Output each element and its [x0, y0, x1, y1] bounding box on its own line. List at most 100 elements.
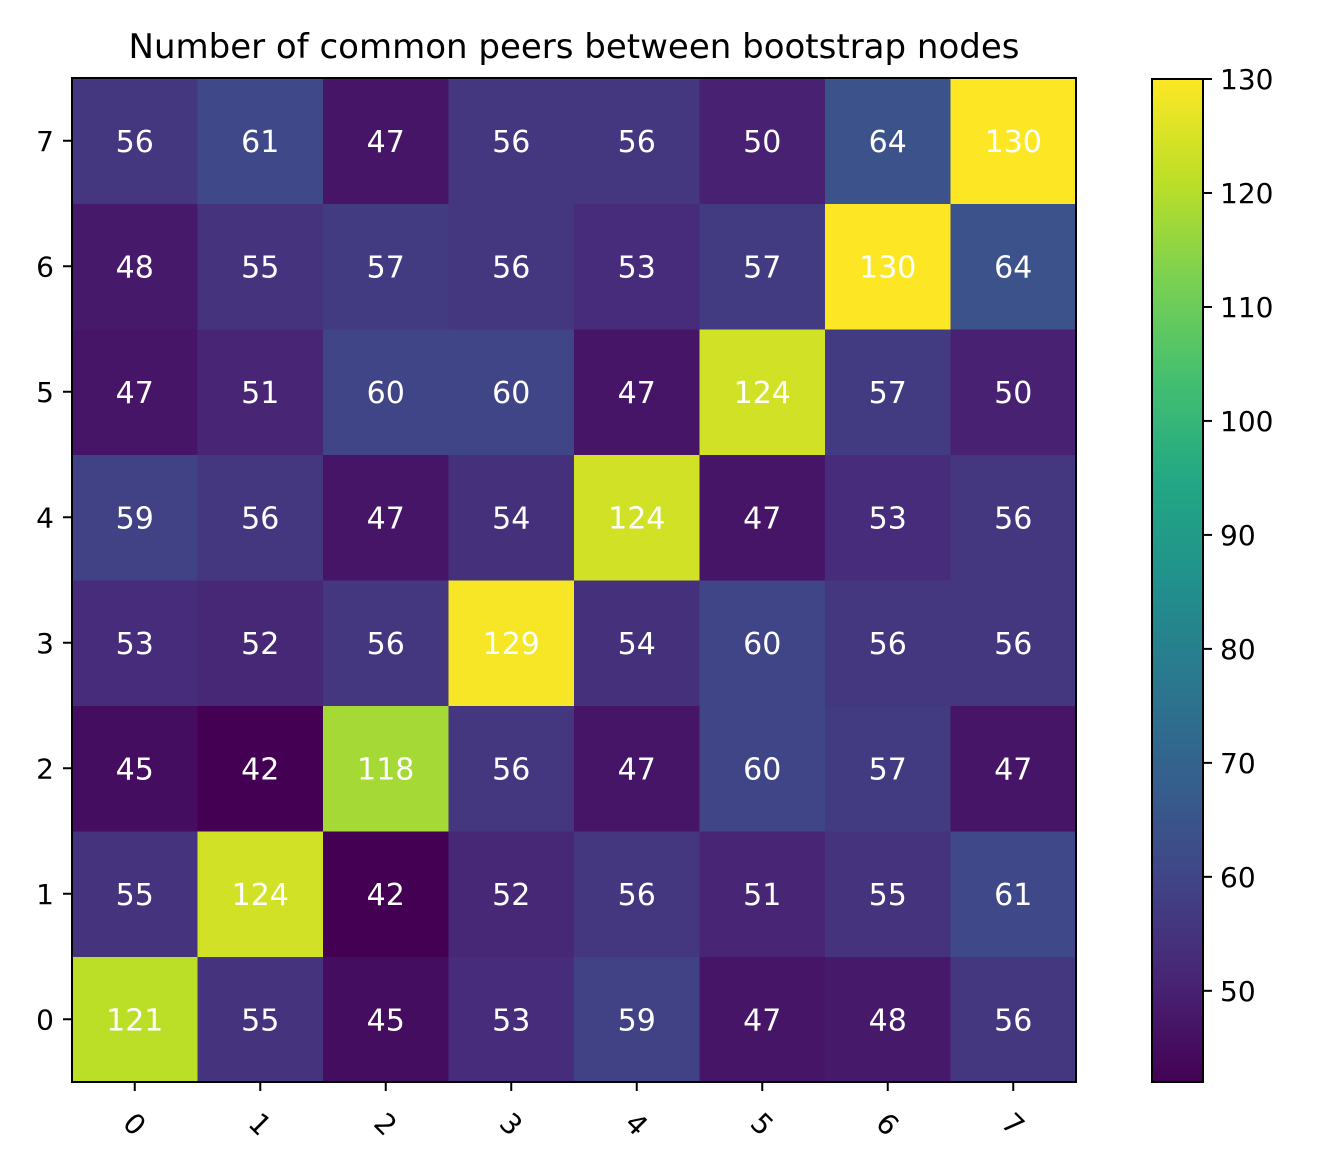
- cell-value-label: 52: [492, 878, 530, 913]
- heatmap-cell-r7-c5: [699, 78, 826, 204]
- cell-value-label: 54: [618, 627, 656, 662]
- cell-value-label: 130: [859, 250, 916, 285]
- colorbar-tick-label: 120: [1220, 177, 1273, 210]
- cell-value-label: 56: [492, 752, 530, 787]
- heatmap-cell-r5-c1: [197, 329, 324, 455]
- heatmap-cell-r1-c3: [448, 831, 575, 957]
- heatmap-cell-r3-c2: [323, 580, 449, 706]
- y-tick-label: 4: [36, 501, 54, 534]
- cell-value-label: 55: [116, 878, 154, 913]
- y-tick-label: 3: [36, 627, 54, 660]
- cell-value-label: 47: [367, 125, 405, 160]
- cell-value-label: 45: [367, 1003, 405, 1038]
- colorbar-tick-label: 110: [1220, 291, 1273, 324]
- cell-value-label: 56: [492, 125, 530, 160]
- heatmap-cell-r4-c2: [323, 454, 449, 581]
- heatmap-cell-r5-c3: [448, 329, 575, 455]
- cell-value-label: 47: [367, 501, 405, 536]
- heatmap-cell-r0-c6: [825, 956, 951, 1083]
- y-axis: 0 1 2 3 4 5 6 7: [36, 125, 72, 1036]
- heatmap-cell-r6-c7: [950, 203, 1077, 330]
- colorbar: [1151, 78, 1204, 1083]
- cell-value-label: 56: [618, 878, 656, 913]
- heatmap-cell-r3-c7: [950, 580, 1077, 706]
- cell-value-label: 55: [241, 250, 279, 285]
- cell-value-label: 47: [743, 501, 781, 536]
- y-tick-label: 0: [36, 1003, 54, 1036]
- heatmap-cell-r2-c2: [323, 705, 449, 832]
- cell-value-label: 42: [241, 752, 279, 787]
- heatmap-cell-r5-c4: [574, 329, 700, 455]
- x-axis: 0 1 2 3 4 5 6 7: [116, 1082, 1031, 1142]
- cell-value-label: 130: [985, 125, 1042, 160]
- cell-value-label: 64: [994, 250, 1032, 285]
- heatmap-cell-r0-c3: [448, 956, 575, 1083]
- heatmap-cell-r1-c1: [197, 831, 324, 957]
- heatmap-cell-r4-c6: [825, 454, 951, 581]
- x-tick-label: 0: [116, 1106, 152, 1142]
- y-tick-label: 7: [36, 125, 54, 158]
- y-tick-label: 2: [36, 752, 54, 785]
- cell-value-label: 53: [492, 1003, 530, 1038]
- colorbar-tick-label: 70: [1220, 747, 1256, 780]
- heatmap-cell-r6-c2: [323, 203, 449, 330]
- y-tick-label: 6: [36, 250, 54, 283]
- cell-value-label: 60: [743, 627, 781, 662]
- heatmap-cell-r3-c6: [825, 580, 951, 706]
- heatmap-cell-r6-c1: [197, 203, 324, 330]
- heatmap-cell-r7-c2: [323, 78, 449, 204]
- cell-value-label: 61: [994, 878, 1032, 913]
- cell-value-label: 42: [367, 878, 405, 913]
- cell-value-label: 57: [869, 752, 907, 787]
- heatmap-cell-r2-c7: [950, 705, 1077, 832]
- colorbar-tick-label: 60: [1220, 861, 1256, 894]
- heatmap-cell-r2-c5: [699, 705, 826, 832]
- cell-value-label: 57: [869, 376, 907, 411]
- cell-value-label: 48: [869, 1003, 907, 1038]
- heatmap-cell-r2-c4: [574, 705, 700, 832]
- heatmap-cell-r3-c0: [72, 580, 198, 706]
- x-tick-label: 6: [869, 1106, 905, 1142]
- heatmap-cell-r7-c1: [197, 78, 324, 204]
- heatmap-cell-r6-c0: [72, 203, 198, 330]
- heatmap-cell-r1-c2: [323, 831, 449, 957]
- x-tick-label: 5: [744, 1106, 780, 1142]
- colorbar-tick-label: 80: [1220, 633, 1256, 666]
- chart-title: Number of common peers between bootstrap…: [129, 27, 1020, 67]
- cell-value-label: 53: [618, 250, 656, 285]
- colorbar-tick-label: 50: [1220, 975, 1256, 1008]
- cell-value-label: 124: [608, 501, 665, 536]
- heatmap-cell-r4-c4: [574, 454, 700, 581]
- cell-value-label: 61: [241, 125, 279, 160]
- cell-value-label: 52: [241, 627, 279, 662]
- cell-value-label: 124: [734, 376, 791, 411]
- cell-value-label: 47: [618, 376, 656, 411]
- heatmap-cell-r2-c6: [825, 705, 951, 832]
- cell-value-label: 51: [241, 376, 279, 411]
- cell-value-label: 55: [241, 1003, 279, 1038]
- x-tick-label: 7: [995, 1106, 1031, 1142]
- heatmap-cell-r0-c2: [323, 956, 449, 1083]
- heatmap-cell-r0-c4: [574, 956, 700, 1083]
- heatmap-cell-r0-c0: [72, 956, 198, 1083]
- heatmap-cell-r4-c7: [950, 454, 1077, 581]
- heatmap-cell-r1-c0: [72, 831, 198, 957]
- cell-value-label: 56: [492, 250, 530, 285]
- cell-value-label: 56: [241, 501, 279, 536]
- cell-value-label: 129: [483, 627, 540, 662]
- cell-value-label: 60: [743, 752, 781, 787]
- cell-value-label: 124: [232, 878, 289, 913]
- heatmap-cell-r0-c5: [699, 956, 826, 1083]
- cell-value-label: 47: [743, 1003, 781, 1038]
- cell-value-label: 60: [367, 376, 405, 411]
- heatmap-cell-r6-c5: [699, 203, 826, 330]
- heatmap-cell-r1-c4: [574, 831, 700, 957]
- heatmap-cell-r7-c0: [72, 78, 198, 204]
- heatmap-cell-r3-c3: [448, 580, 575, 706]
- cell-value-label: 53: [116, 627, 154, 662]
- heatmap-cell-r1-c7: [950, 831, 1077, 957]
- heatmap-cell-r3-c1: [197, 580, 324, 706]
- heatmap-cells: [72, 78, 1077, 1083]
- heatmap-cell-r7-c3: [448, 78, 575, 204]
- heatmap-cell-r3-c5: [699, 580, 826, 706]
